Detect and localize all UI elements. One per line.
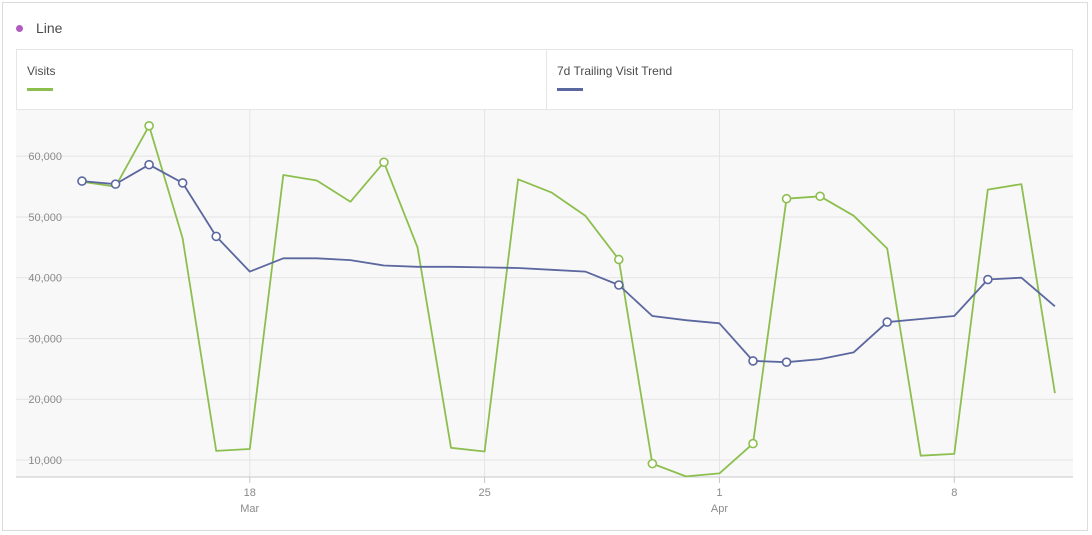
series-point-1	[144, 159, 154, 170]
series-point-1	[177, 178, 188, 188]
y-tick-label: 60,000	[28, 151, 62, 163]
x-tick-sublabel: Mar	[240, 503, 259, 515]
series-point-1	[613, 280, 624, 290]
series-point-0	[379, 157, 389, 168]
panel-header: Line	[16, 18, 62, 38]
y-tick-label: 30,000	[28, 333, 62, 345]
series-point-0	[647, 458, 658, 469]
series-point-1	[77, 176, 87, 186]
series-point-0	[748, 438, 758, 449]
x-tick-label: 25	[478, 487, 490, 499]
panel-title: Line	[36, 20, 63, 36]
legend-swatch-trend	[557, 88, 583, 91]
legend-label-trend: 7d Trailing Visit Trend	[557, 64, 673, 78]
legend-item-visits[interactable]: Visits	[17, 50, 547, 109]
y-tick-label: 50,000	[28, 212, 62, 224]
series-line-1	[81, 163, 1056, 364]
series-point-1	[781, 357, 792, 367]
y-tick-label: 10,000	[28, 455, 62, 467]
x-tick-label: 1	[716, 487, 722, 499]
series-point-1	[882, 317, 893, 327]
series-line-0	[81, 124, 1056, 478]
x-tick-label: 18	[244, 487, 256, 499]
x-tick-sublabel: Apr	[711, 503, 728, 515]
series-point-0	[815, 191, 825, 202]
y-tick-label: 40,000	[28, 273, 62, 285]
visualization-dot-icon	[16, 24, 23, 32]
x-tick-label: 8	[951, 487, 957, 499]
series-point-0	[613, 254, 624, 265]
legend-label-visits: Visits	[27, 64, 56, 78]
series-point-1	[983, 274, 993, 285]
series-point-1	[748, 356, 758, 366]
series-point-0	[781, 193, 792, 204]
chart-legend: Visits 7d Trailing Visit Trend	[16, 49, 1073, 110]
legend-item-trend[interactable]: 7d Trailing Visit Trend	[547, 50, 1072, 109]
series-point-0	[144, 120, 154, 131]
series-point-1	[211, 231, 221, 242]
y-tick-label: 20,000	[28, 394, 62, 406]
series-point-1	[110, 179, 121, 189]
legend-swatch-visits	[27, 88, 53, 91]
